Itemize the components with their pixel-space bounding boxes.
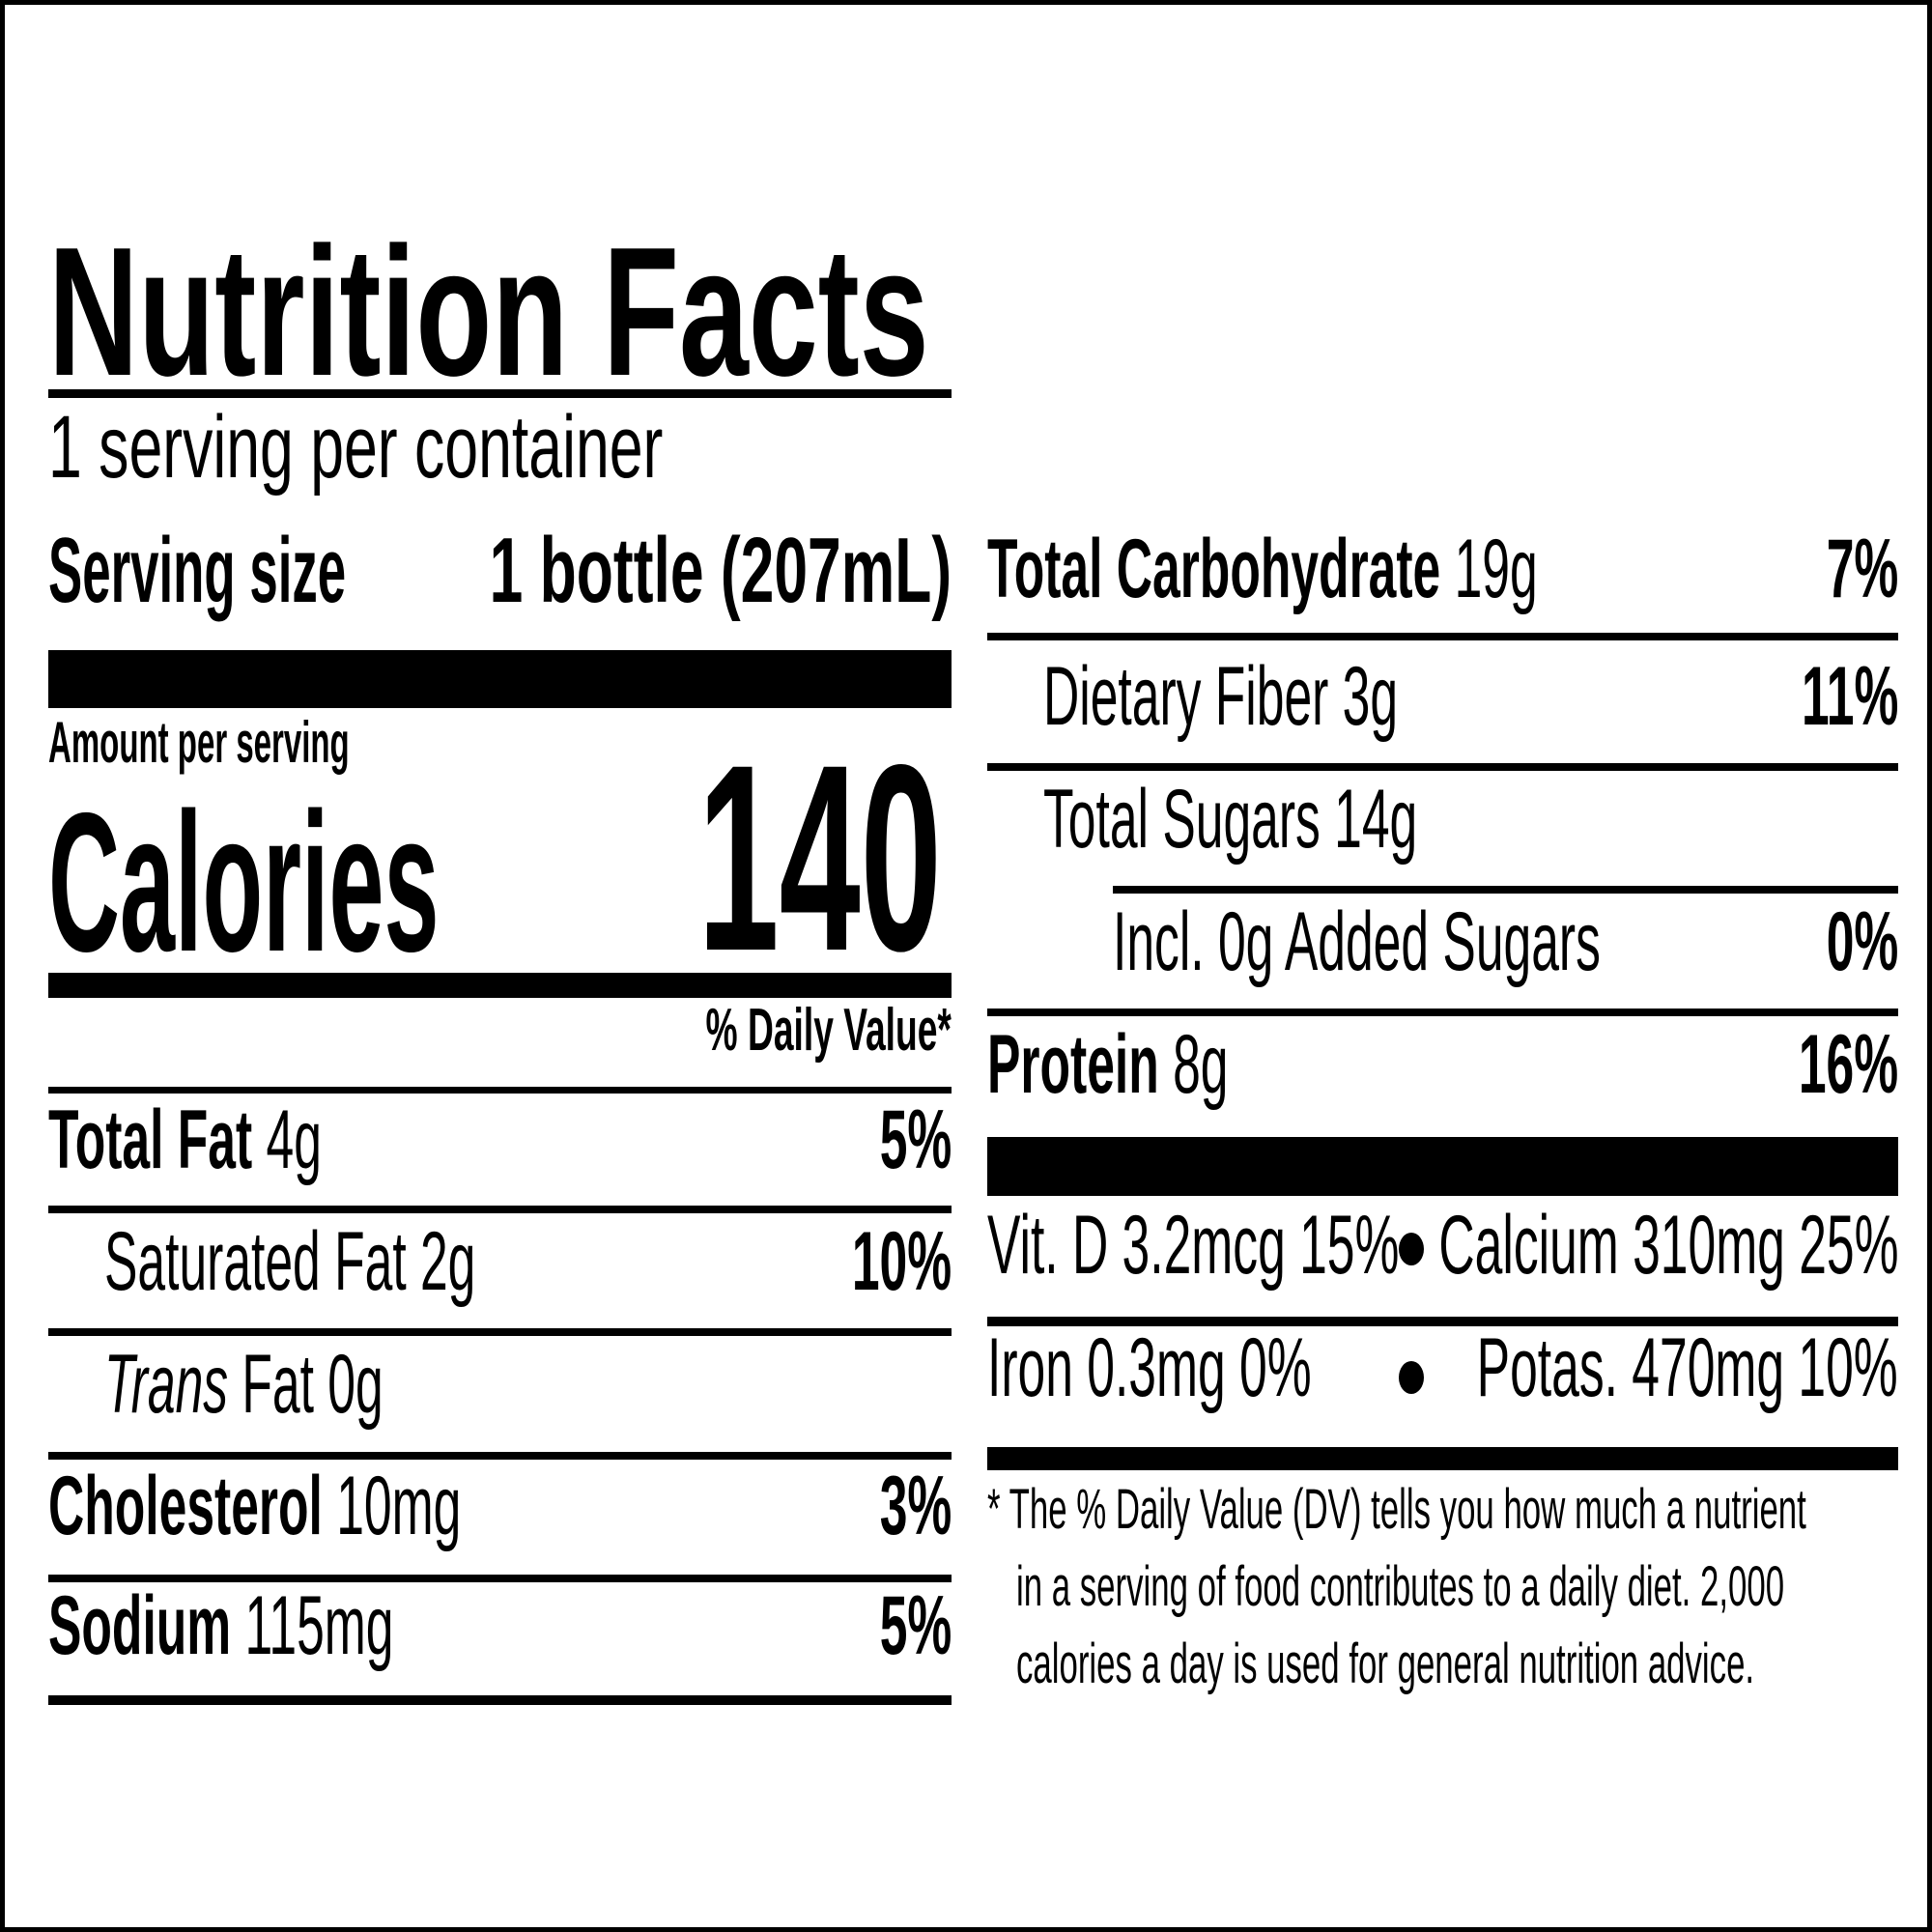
page-title: Nutrition Facts [48,210,929,414]
thick-divider-bar [987,1137,1898,1196]
micronutrient-left: Iron 0.3mg 0% [987,1321,1312,1414]
divider [48,1452,952,1460]
footnote-line: in a serving of food contributes to a da… [1016,1555,1785,1618]
micronutrient-left: Vit. D 3.2mcg 15% [987,1199,1400,1292]
daily-value-header-row: % Daily Value* [48,1001,952,1090]
nutrient-name: Total Sugars 14g [1043,773,1418,866]
divider [48,1575,952,1582]
micronutrient-row-vitd-calcium: Vit. D 3.2mcg 15% Calcium 310mg 25% [987,1204,1898,1293]
nutrient-row-total-fat: Total Fat 4g 5% [48,1098,952,1187]
nutrient-name: Protein 8g [987,1018,1229,1111]
nutrient-row-saturated-fat: Saturated Fat 2g 10% [48,1220,952,1309]
nutrient-row-total-sugars: Total Sugars 14g [987,778,1898,867]
footnote-line: calories a day is used for general nutri… [1016,1633,1755,1695]
bottom-divider-bar [987,1447,1898,1470]
nutrient-row-dietary-fiber: Dietary Fiber 3g 11% [987,655,1898,744]
serving-size-label: Serving size [48,519,347,622]
amount-per-serving-label: Amount per serving [48,710,350,775]
divider-indented [1113,886,1898,894]
nutrient-name: Total Fat 4g [48,1094,322,1186]
nutrient-row-sodium: Sodium 115mg 5% [48,1584,952,1673]
divider [987,633,1898,640]
nutrient-dv: 5% [879,1094,952,1186]
nutrient-dv: 3% [879,1460,952,1552]
nutrient-row-cholesterol: Cholesterol 10mg 3% [48,1464,952,1553]
calories-value: 140 [697,710,942,1007]
divider [48,1206,952,1213]
divider [987,1317,1898,1326]
calories-label: Calories [48,772,440,993]
serving-size-value: 1 bottle (207mL) [489,519,952,622]
daily-value-header: % Daily Value* [705,997,952,1064]
nutrient-dv: 7% [1826,523,1898,615]
bullet-separator-icon [1399,1233,1424,1265]
title-underline [48,389,952,398]
thick-divider-bar [48,650,952,708]
nutrient-name: Trans Fat 0g [104,1338,384,1431]
nutrient-name: Incl. 0g Added Sugars [1113,895,1601,988]
micronutrient-right: Potas. 470mg 10% [1476,1321,1898,1414]
divider [48,1695,952,1705]
bullet-separator-icon [1399,1361,1424,1394]
nutrient-name: Total Carbohydrate 19g [987,523,1538,615]
nutrient-row-protein: Protein 8g 16% [987,1023,1898,1112]
nutrient-dv: 5% [879,1579,952,1672]
nutrient-dv: 16% [1798,1018,1898,1111]
nutrient-dv: 11% [1801,650,1898,743]
nutrient-name: Saturated Fat 2g [104,1215,476,1308]
micronutrient-row-iron-potassium: Iron 0.3mg 0% Potas. 470mg 10% [987,1326,1898,1415]
nutrient-row-trans-fat: Trans Fat 0g [48,1343,952,1432]
serving-size-row: Serving size 1 bottle (207mL) [48,525,952,617]
nutrient-name: Sodium 115mg [48,1579,394,1672]
divider [48,1328,952,1336]
nutrient-row-added-sugars: Incl. 0g Added Sugars 0% [987,900,1898,989]
nutrient-row-total-carbohydrate: Total Carbohydrate 19g 7% [987,527,1898,616]
divider [48,1087,952,1094]
divider [987,1009,1898,1016]
medium-divider-bar [48,973,952,998]
nutrient-name: Cholesterol 10mg [48,1460,462,1552]
nutrient-dv: 0% [1826,895,1898,988]
micronutrient-right: Calcium 310mg 25% [1437,1199,1898,1292]
footnote-line: * The % Daily Value (DV) tells you how m… [987,1478,1806,1541]
servings-per-container: 1 serving per container [48,398,664,497]
divider [987,763,1898,771]
nutrient-name: Dietary Fiber 3g [1043,650,1399,743]
nutrient-dv: 10% [851,1215,952,1308]
